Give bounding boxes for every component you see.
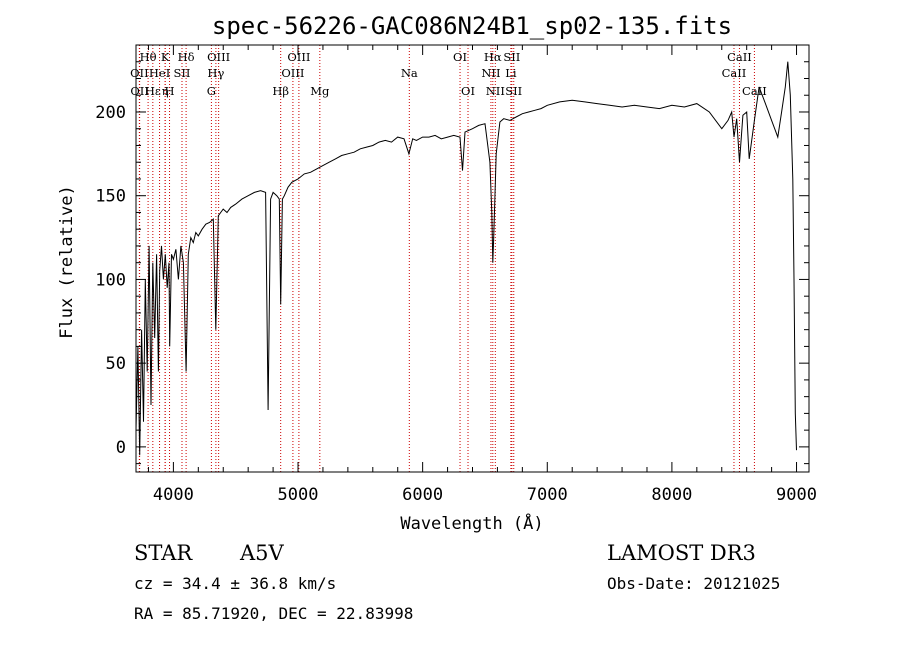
line-marker-label: Hγ: [207, 66, 224, 80]
y-tick-label: 100: [95, 270, 126, 290]
y-tick-label: 150: [95, 187, 126, 207]
spectrum-line: [135, 61, 797, 456]
line-marker-label: Mg: [310, 84, 330, 98]
x-tick-label: 9000: [776, 485, 817, 505]
line-marker-label: Hδ: [178, 50, 195, 64]
line-marker-label: OIII: [207, 50, 230, 64]
line-marker-label: NII: [481, 66, 500, 80]
x-tick-label: 4000: [153, 485, 194, 505]
y-axis-ticks: 0 50 100 150 200: [95, 61, 809, 465]
x-tick-label: 6000: [402, 485, 443, 505]
line-marker-label: OI: [461, 84, 475, 98]
redshift-text: cz = 34.4 ± 36.8 km/s: [134, 574, 336, 593]
line-marker-label: G: [207, 84, 216, 98]
line-marker-label: CaII: [722, 66, 747, 80]
x-axis-ticks: 4000 5000 6000 7000 8000 9000: [147, 45, 817, 505]
line-marker-label: Na: [401, 66, 418, 80]
line-marker-label: Hθ: [140, 50, 157, 64]
y-tick-label: 50: [106, 354, 126, 374]
line-marker-label: Hε: [145, 84, 161, 98]
emission-line-markers: [138, 45, 755, 472]
x-tick-label: 7000: [527, 485, 568, 505]
line-marker-label: Hβ: [272, 84, 289, 98]
line-marker-label: Li: [505, 66, 517, 80]
spectral-subclass: A5V: [239, 541, 285, 565]
line-marker-label: SII: [505, 84, 522, 98]
line-marker-label: NII: [486, 84, 505, 98]
line-marker-label: SII: [503, 50, 520, 64]
line-marker-label: OIII: [287, 50, 310, 64]
line-marker-label: OIII: [281, 66, 304, 80]
line-marker-label: CaII: [742, 84, 767, 98]
coordinates-text: RA = 85.71920, DEC = 22.83998: [134, 604, 413, 623]
y-tick-label: 200: [95, 103, 126, 123]
y-tick-label: 0: [116, 438, 126, 458]
x-tick-label: 8000: [651, 485, 692, 505]
line-marker-label: OII: [130, 84, 149, 98]
line-marker-label: Hα: [484, 50, 502, 64]
plot-frame: [135, 44, 810, 473]
line-marker-label: OI: [453, 50, 467, 64]
line-marker-label: K: [161, 50, 170, 64]
line-marker-label: HeI: [149, 66, 170, 80]
line-marker-label: CaII: [727, 50, 752, 64]
y-axis-label: Flux (relative): [57, 185, 77, 339]
line-marker-label: H: [165, 84, 175, 98]
line-marker-label: OII: [130, 66, 149, 80]
x-tick-label: 5000: [278, 485, 319, 505]
chart-title: spec-56226-GAC086N24B1_sp02-135.fits: [212, 12, 732, 40]
survey-name: LAMOST DR3: [607, 541, 756, 565]
x-axis-label: Wavelength (Å): [400, 512, 543, 534]
line-marker-label: SII: [174, 66, 191, 80]
obs-date-text: Obs-Date: 20121025: [607, 574, 780, 593]
line-marker-label: η: [162, 84, 169, 98]
object-type: STAR: [134, 541, 193, 565]
